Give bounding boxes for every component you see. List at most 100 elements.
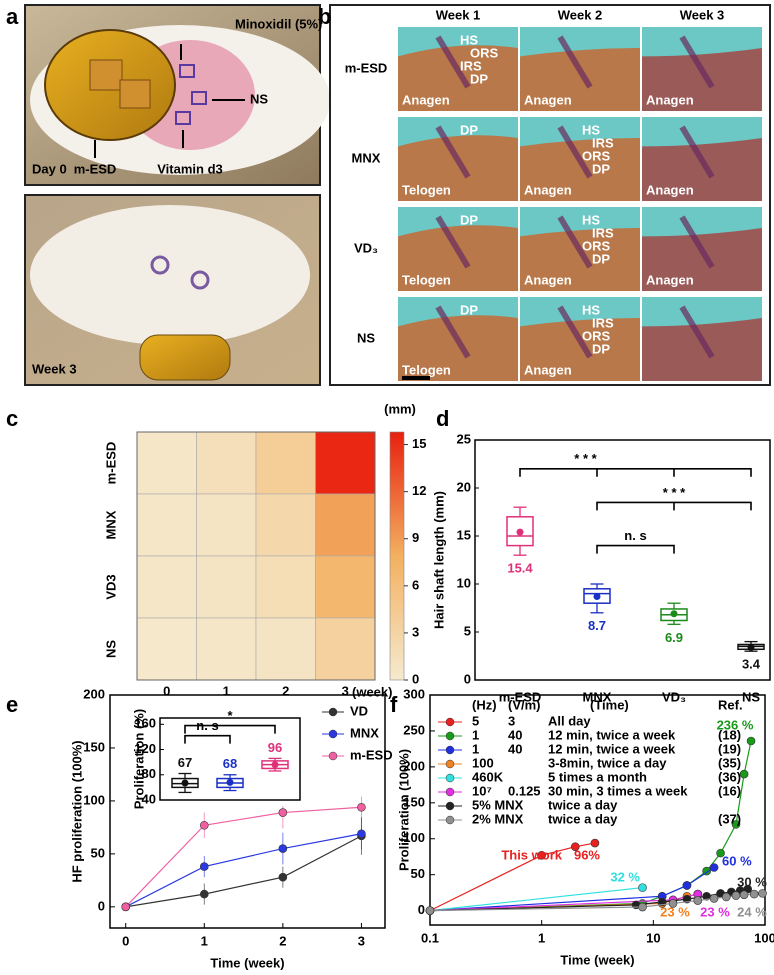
follicle: [435, 305, 471, 359]
legend-swatch: [445, 773, 455, 783]
significance-bracket: [184, 724, 276, 734]
legend-label: 1: [472, 741, 479, 756]
tissue: [642, 138, 762, 201]
marker-label: IRS: [460, 58, 482, 73]
colorbar-tick-label: 9: [412, 530, 419, 545]
point: [278, 844, 288, 853]
heat-cell: [136, 555, 197, 619]
tissue: [520, 318, 640, 381]
point: [357, 829, 366, 839]
point: [668, 899, 678, 908]
point: [758, 889, 767, 898]
point: [278, 872, 288, 882]
legend-label: twice a day: [548, 811, 618, 826]
tissue: [642, 318, 762, 381]
legend-label: 460K: [472, 769, 504, 784]
point: [716, 848, 725, 858]
legend-header: (Time): [590, 697, 629, 712]
y-tick-label: 10: [457, 575, 471, 590]
frame: [136, 431, 376, 681]
x-tick-label: 0: [122, 933, 129, 948]
point: [682, 881, 692, 890]
legend-label: (16): [718, 783, 741, 798]
legend-label: twice a day: [548, 797, 618, 812]
legend-swatch: [445, 801, 455, 811]
point: [278, 808, 288, 817]
y-axis-title: Hair shaft length (mm): [431, 491, 446, 629]
tissue: [520, 228, 640, 291]
row-label: NS: [357, 330, 375, 345]
point: [638, 883, 647, 892]
stage-label: Anagen: [524, 272, 572, 287]
heat-cell: [136, 617, 197, 681]
point: [693, 896, 703, 905]
marker-label: HS: [582, 302, 600, 317]
marker-label: DP: [592, 161, 610, 176]
column-header: Week 1: [436, 7, 481, 22]
annotation: Minoxidil (5%): [235, 16, 322, 31]
row-label: m-ESD: [345, 60, 388, 75]
point: [739, 890, 749, 900]
stage-label: Telogen: [402, 272, 451, 287]
marker-label: HS: [460, 32, 478, 47]
marker-label: DP: [592, 251, 610, 266]
plot-frame: [429, 694, 766, 926]
stage-label: Telogen: [402, 182, 451, 197]
point: [590, 838, 600, 848]
follicle: [557, 215, 593, 269]
legend-label: 30 min, 3 times a week: [548, 783, 688, 798]
point: [721, 892, 731, 902]
heat-cell: [255, 493, 316, 557]
legend-swatch: [328, 751, 338, 761]
y-tick-label: m-ESD: [103, 442, 118, 485]
y-axis-title: HF proliferation (100%): [69, 740, 84, 882]
value-label: 30 %: [737, 874, 767, 889]
y-tick-label: 160: [134, 716, 156, 731]
series-line: [429, 887, 643, 912]
y-tick-label: 0: [418, 902, 425, 917]
y-tick-label: NS: [103, 640, 118, 658]
value-label: 96%: [574, 847, 600, 862]
photo-day0: [24, 4, 330, 186]
y-tick-label: 100: [403, 830, 425, 845]
legend-header: (Hz): [472, 697, 497, 712]
colorbar-tick-label: 15: [412, 436, 426, 451]
stage-label: Telogen: [402, 362, 451, 377]
point: [121, 902, 131, 912]
mean: [593, 592, 601, 600]
follicle: [435, 125, 471, 179]
x-tick-label: 3: [358, 933, 365, 948]
y-tick-label: 15: [457, 527, 471, 542]
y-tick-label: 50: [91, 845, 105, 860]
point: [357, 802, 366, 812]
legend-label: MNX: [350, 725, 379, 740]
point: [570, 842, 580, 851]
significance-bracket: [184, 734, 231, 744]
y-tick-label: 5: [464, 623, 471, 638]
legend-label: 2% MNX: [472, 811, 524, 826]
panel-label: d: [436, 406, 449, 431]
significance-label: * * *: [574, 451, 597, 466]
legend-label: 12 min, twice a week: [548, 727, 676, 742]
caption: Week 3: [32, 361, 77, 376]
marker-label: DP: [460, 302, 478, 317]
column-header: Week 2: [558, 7, 603, 22]
x-axis-title: Time (week): [560, 952, 634, 967]
heat-cell: [315, 555, 376, 619]
x-tick-label: 1: [201, 933, 208, 948]
annotation: m-ESD: [74, 161, 117, 176]
heat-cell: [315, 431, 376, 495]
value-label: 67: [178, 755, 192, 770]
y-tick-label: 200: [403, 758, 425, 773]
stage-label: Anagen: [646, 272, 694, 287]
legend-header: (V/m): [508, 697, 541, 712]
point: [199, 889, 209, 899]
legend-swatch: [328, 707, 338, 717]
legend-label: 5 times a month: [548, 769, 647, 784]
heat-cell: [255, 431, 316, 495]
legend-label: All day: [548, 713, 591, 728]
y-tick-label: 300: [403, 686, 425, 701]
legend-label: VD: [350, 703, 368, 718]
marker-label: HS: [582, 122, 600, 137]
